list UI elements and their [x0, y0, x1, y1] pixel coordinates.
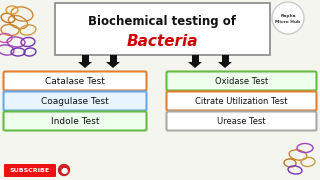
Text: Oxidase Test: Oxidase Test	[215, 76, 268, 86]
FancyBboxPatch shape	[4, 111, 147, 130]
Polygon shape	[106, 62, 120, 68]
Circle shape	[272, 2, 304, 34]
FancyBboxPatch shape	[4, 71, 147, 91]
Text: Micro Hub: Micro Hub	[276, 20, 300, 24]
Text: Coagulase Test: Coagulase Test	[41, 96, 109, 105]
FancyBboxPatch shape	[4, 164, 56, 177]
Text: Citrate Utilization Test: Citrate Utilization Test	[195, 96, 288, 105]
FancyBboxPatch shape	[166, 111, 316, 130]
FancyBboxPatch shape	[55, 3, 270, 55]
Text: SUBSCRIBE: SUBSCRIBE	[10, 168, 50, 173]
FancyBboxPatch shape	[4, 91, 147, 111]
FancyBboxPatch shape	[166, 91, 316, 111]
Circle shape	[59, 165, 69, 176]
Polygon shape	[218, 62, 232, 68]
Polygon shape	[109, 55, 116, 62]
Polygon shape	[191, 55, 198, 62]
Text: Rapha: Rapha	[280, 14, 296, 18]
Text: Urease Test: Urease Test	[217, 116, 266, 125]
Text: Indole Test: Indole Test	[51, 116, 99, 125]
Polygon shape	[221, 55, 228, 62]
Text: Bacteria: Bacteria	[127, 33, 198, 48]
FancyBboxPatch shape	[166, 71, 316, 91]
Text: ●: ●	[60, 165, 68, 174]
Text: Catalase Test: Catalase Test	[45, 76, 105, 86]
Polygon shape	[82, 55, 89, 62]
Text: Biochemical testing of: Biochemical testing of	[89, 15, 236, 28]
Polygon shape	[78, 62, 92, 68]
Polygon shape	[188, 62, 202, 68]
